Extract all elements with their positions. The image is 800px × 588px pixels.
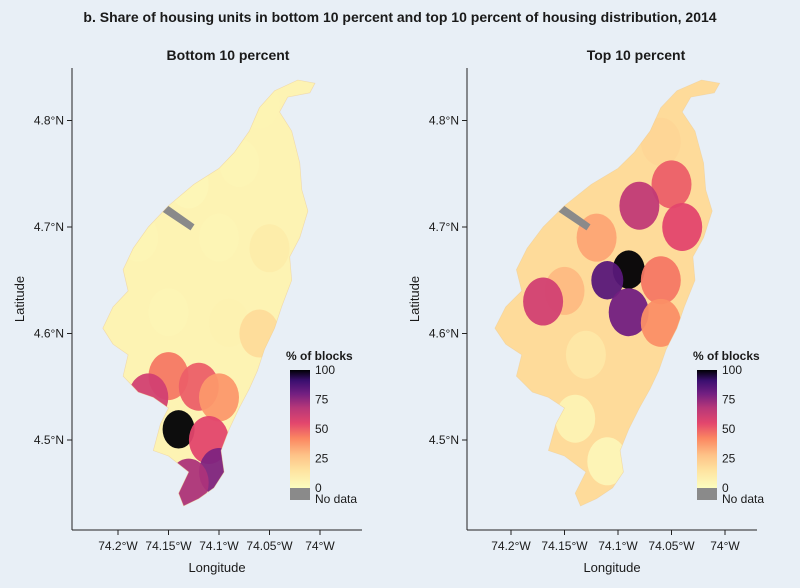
x-tick-label: 74.15°W	[541, 539, 588, 553]
legend-nodata-label: No data	[315, 492, 357, 506]
region	[555, 394, 596, 443]
x-tick-label: 74.05°W	[648, 539, 695, 553]
legend-tick-label: 25	[722, 452, 736, 466]
region	[148, 288, 189, 337]
legend-tick-label: 75	[315, 393, 329, 407]
region	[619, 181, 660, 230]
legend-tick-label: 100	[315, 363, 335, 377]
region	[587, 437, 628, 486]
x-tick-label: 74°W	[710, 539, 740, 553]
region	[662, 203, 703, 251]
region	[239, 309, 280, 358]
region	[523, 277, 564, 326]
region	[199, 213, 239, 262]
map-area	[102, 80, 315, 506]
x-tick-label: 74.1°W	[598, 539, 638, 553]
region	[239, 80, 280, 129]
y-tick-label: 4.6°N	[34, 327, 64, 341]
y-axis-label: Latitude	[12, 276, 27, 322]
region	[209, 298, 250, 347]
region	[591, 261, 624, 300]
legend-colorbar	[697, 370, 717, 488]
region	[168, 458, 209, 506]
region	[640, 256, 681, 305]
city-base	[102, 80, 315, 506]
region	[640, 117, 681, 166]
legend-colorbar	[290, 370, 310, 488]
region	[118, 213, 159, 262]
region	[128, 373, 169, 422]
y-tick-label: 4.5°N	[429, 433, 459, 447]
legend-nodata-label: No data	[722, 492, 764, 506]
panel-top-10: Top 10 percent 74.2°W 74.15°W 74.1°W 74.05°W…	[407, 47, 764, 575]
y-tick-label: 4.7°N	[429, 220, 459, 234]
region	[640, 298, 681, 347]
y-tick-label: 4.5°N	[34, 433, 64, 447]
y-axis-label: Latitude	[407, 276, 422, 322]
region	[168, 160, 209, 209]
legend-tick-label: 25	[315, 452, 329, 466]
y-tick-label: 4.8°N	[34, 114, 64, 128]
legend-nodata-swatch	[290, 488, 310, 500]
panel-bottom-10: Bottom 10 percent 74.2°W 74.15°W 74.1°W 74.0…	[12, 47, 362, 575]
chart-title: b. Share of housing units in bottom 10 p…	[83, 9, 716, 25]
region	[219, 139, 260, 188]
x-tick-label: 74°W	[305, 539, 335, 553]
region	[608, 288, 649, 337]
legend-tick-label: 100	[722, 363, 742, 377]
panel-title: Top 10 percent	[587, 47, 686, 63]
city-outline	[494, 79, 721, 507]
legend-tick-label: 0	[722, 481, 729, 495]
legend-nodata-swatch	[697, 488, 717, 500]
legend-title: % of blocks	[286, 349, 353, 363]
region	[162, 410, 195, 449]
y-tick-label: 4.8°N	[429, 114, 459, 128]
y-tick-label: 4.6°N	[429, 327, 459, 341]
region	[199, 373, 239, 422]
y-tick-label: 4.7°N	[34, 220, 64, 234]
x-tick-label: 74.1°W	[199, 539, 239, 553]
legend-tick-label: 50	[315, 422, 329, 436]
legend-title: % of blocks	[693, 349, 760, 363]
region	[565, 330, 606, 379]
panel-title: Bottom 10 percent	[167, 47, 290, 63]
region	[249, 224, 290, 273]
city-outline	[102, 79, 316, 507]
x-tick-label: 74.15°W	[145, 539, 192, 553]
map-area	[494, 80, 720, 506]
region	[651, 160, 692, 209]
legend-tick-label: 0	[315, 481, 322, 495]
x-tick-label: 74.2°W	[98, 539, 138, 553]
x-tick-label: 74.05°W	[246, 539, 293, 553]
legend-tick-label: 50	[722, 422, 736, 436]
legend-tick-label: 75	[722, 393, 736, 407]
x-axis-label: Longitude	[583, 560, 640, 575]
x-tick-label: 74.2°W	[491, 539, 531, 553]
x-axis-label: Longitude	[188, 560, 245, 575]
